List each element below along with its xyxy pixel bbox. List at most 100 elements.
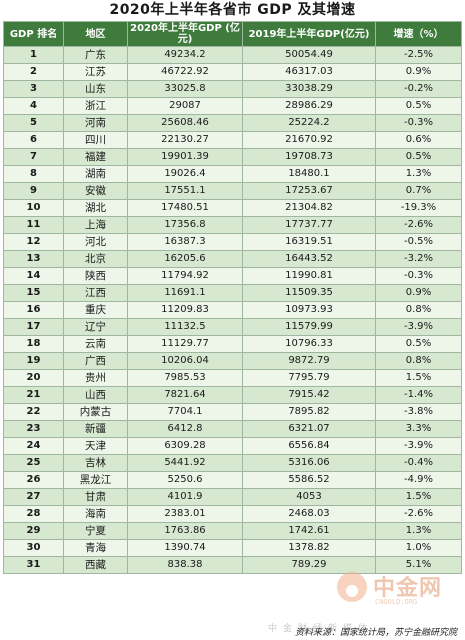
cell-gdp-2019: 16319.51 [242,233,376,251]
cell-gdp-2019: 11579.99 [242,318,376,336]
table-row: 22 内蒙古 7704.1 7895.82 -3.8% [3,403,462,421]
cell-gdp-2020: 29087 [127,97,243,115]
table-row: 31 西藏 838.38 789.29 5.1% [3,556,462,574]
cell-region: 湖北 [63,199,128,217]
cell-rank: 26 [3,471,64,489]
cell-gdp-2019: 6556.84 [242,437,376,455]
table-row: 7 福建 19901.39 19708.73 0.5% [3,148,462,166]
cell-rank: 1 [3,46,64,64]
cell-rank: 20 [3,369,64,387]
cell-rank: 22 [3,403,64,421]
cell-rank: 8 [3,165,64,183]
header-region: 地区 [63,21,128,47]
table-row: 23 新疆 6412.8 6321.07 3.3% [3,420,462,438]
cell-growth: -0.4% [375,454,462,472]
cell-region: 辽宁 [63,318,128,336]
table-row: 13 北京 16205.6 16443.52 -3.2% [3,250,462,268]
cell-gdp-2020: 16387.3 [127,233,243,251]
cell-growth: -3.9% [375,437,462,455]
cell-rank: 12 [3,233,64,251]
cell-rank: 31 [3,556,64,574]
cell-rank: 14 [3,267,64,285]
table-row: 5 河南 25608.46 25224.2 -0.3% [3,114,462,132]
cell-rank: 28 [3,505,64,523]
cell-growth: -0.3% [375,267,462,285]
cell-region: 甘肃 [63,488,128,506]
cell-gdp-2019: 4053 [242,488,376,506]
table-row: 27 甘肃 4101.9 4053 1.5% [3,488,462,506]
cell-growth: 0.6% [375,131,462,149]
cell-gdp-2019: 50054.49 [242,46,376,64]
table-row: 10 湖北 17480.51 21304.82 -19.3% [3,199,462,217]
table-row: 4 浙江 29087 28986.29 0.5% [3,97,462,115]
table-row: 17 辽宁 11132.5 11579.99 -3.9% [3,318,462,336]
table-row: 15 江西 11691.1 11509.35 0.9% [3,284,462,302]
header-rank: GDP 排名 [3,21,64,47]
cell-growth: -0.5% [375,233,462,251]
cell-gdp-2019: 2468.03 [242,505,376,523]
cell-gdp-2019: 7915.42 [242,386,376,404]
table-row: 12 河北 16387.3 16319.51 -0.5% [3,233,462,251]
cell-rank: 2 [3,63,64,81]
cell-region: 浙江 [63,97,128,115]
cell-gdp-2019: 25224.2 [242,114,376,132]
table-row: 6 四川 22130.27 21670.92 0.6% [3,131,462,149]
cell-region: 广西 [63,352,128,370]
table-row: 1 广东 49234.2 50054.49 -2.5% [3,46,462,64]
cell-rank: 10 [3,199,64,217]
table-row: 26 黑龙江 5250.6 5586.52 -4.9% [3,471,462,489]
cell-growth: -4.9% [375,471,462,489]
cell-growth: -1.4% [375,386,462,404]
header-gdp-2019: 2019年上半年GDP(亿元) [242,21,376,47]
cell-region: 宁夏 [63,522,128,540]
cell-rank: 17 [3,318,64,336]
cell-gdp-2020: 7821.64 [127,386,243,404]
cell-gdp-2020: 17551.1 [127,182,243,200]
cell-growth: 0.8% [375,352,462,370]
cell-rank: 27 [3,488,64,506]
watermark-name: 中金网 [373,576,443,601]
cell-rank: 5 [3,114,64,132]
cell-gdp-2020: 1763.86 [127,522,243,540]
cell-rank: 23 [3,420,64,438]
table-row: 14 陕西 11794.92 11990.81 -0.3% [3,267,462,285]
cell-region: 青海 [63,539,128,557]
cell-gdp-2020: 11209.83 [127,301,243,319]
header-gdp-2020: 2020年上半年GDP (亿元) [127,21,243,47]
cell-gdp-2019: 21670.92 [242,131,376,149]
cell-rank: 24 [3,437,64,455]
table-row: 18 云南 11129.77 10796.33 0.5% [3,335,462,353]
cell-region: 上海 [63,216,128,234]
table-row: 11 上海 17356.8 17737.77 -2.6% [3,216,462,234]
table-row: 3 山东 33025.8 33038.29 -0.2% [3,80,462,98]
cell-gdp-2020: 5441.92 [127,454,243,472]
cell-gdp-2019: 5586.52 [242,471,376,489]
cell-growth: 1.3% [375,522,462,540]
cell-region: 吉林 [63,454,128,472]
cell-rank: 15 [3,284,64,302]
table-row: 16 重庆 11209.83 10973.93 0.8% [3,301,462,319]
cell-region: 内蒙古 [63,403,128,421]
cell-region: 黑龙江 [63,471,128,489]
table-title: 2020年上半年各省市 GDP 及其增速 [109,2,356,18]
cell-growth: 0.8% [375,301,462,319]
cell-rank: 13 [3,250,64,268]
watermark-slogan: 中金财经新媒体 [268,624,374,634]
cell-region: 云南 [63,335,128,353]
table-row: 25 吉林 5441.92 5316.06 -0.4% [3,454,462,472]
cell-gdp-2019: 11990.81 [242,267,376,285]
cell-region: 西藏 [63,556,128,574]
watermark-logo: 中金网 CNGOLD.ORG [337,568,447,616]
cell-growth: 1.5% [375,488,462,506]
cell-gdp-2019: 1742.61 [242,522,376,540]
cell-gdp-2019: 46317.03 [242,63,376,81]
table-row: 20 贵州 7985.53 7795.79 1.5% [3,369,462,387]
table-row: 2 江苏 46722.92 46317.03 0.9% [3,63,462,81]
cell-growth: 1.5% [375,369,462,387]
cell-rank: 9 [3,182,64,200]
cell-gdp-2020: 7704.1 [127,403,243,421]
cell-gdp-2019: 28986.29 [242,97,376,115]
cell-region: 天津 [63,437,128,455]
cell-rank: 29 [3,522,64,540]
table-row: 9 安徽 17551.1 17253.67 0.7% [3,182,462,200]
